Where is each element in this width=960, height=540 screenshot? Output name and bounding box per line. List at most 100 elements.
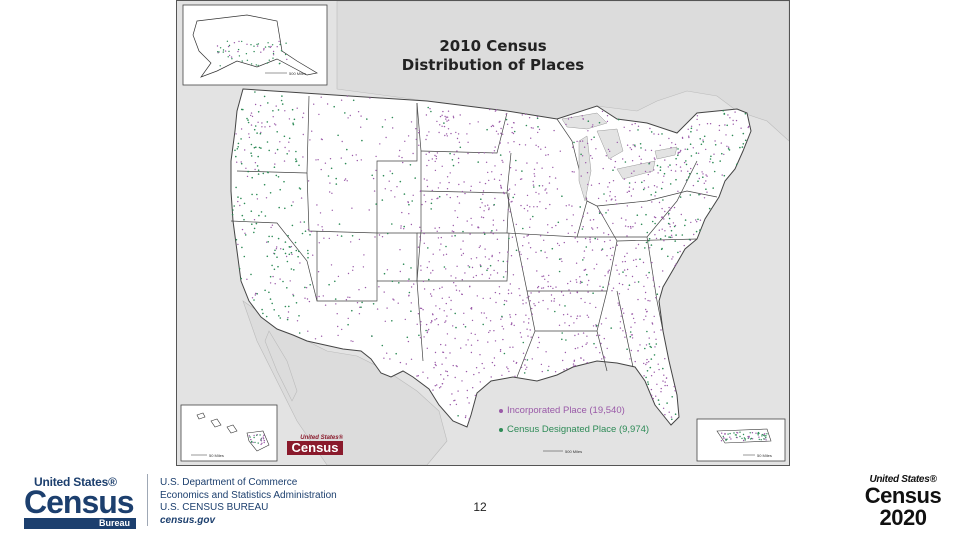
incorporated-place-dot	[477, 339, 479, 342]
inset-place-dot	[720, 440, 723, 442]
incorporated-place-dot	[441, 363, 443, 365]
incorporated-place-dot	[463, 312, 465, 314]
cdp-dot	[648, 162, 650, 165]
cdp-dot	[728, 149, 731, 151]
incorporated-place-dot	[679, 151, 681, 154]
incorporated-place-dot	[589, 237, 591, 239]
incorporated-place-dot	[621, 261, 624, 263]
census-website-link[interactable]: census.gov	[160, 514, 216, 526]
inset-place-dot	[257, 442, 259, 444]
incorporated-place-dot	[612, 222, 614, 225]
incorporated-place-dot	[653, 133, 655, 135]
incorporated-place-dot	[530, 137, 532, 139]
incorporated-place-dot	[375, 155, 377, 158]
cdp-dot	[418, 334, 420, 337]
incorporated-place-dot	[574, 231, 576, 234]
incorporated-place-dot	[626, 144, 629, 146]
incorporated-place-dot	[541, 275, 543, 278]
incorporated-place-dot	[469, 285, 471, 287]
incorporated-place-dot	[434, 319, 436, 321]
incorporated-place-dot	[658, 201, 661, 204]
incorporated-place-dot	[420, 269, 422, 271]
incorporated-place-dot	[647, 277, 649, 279]
incorporated-place-dot	[251, 297, 254, 299]
cdp-dot	[290, 268, 293, 270]
incorporated-place-dot	[320, 335, 323, 337]
incorporated-place-dot	[601, 214, 604, 216]
inset-place-dot	[255, 64, 257, 66]
incorporated-place-dot	[482, 297, 484, 300]
cdp-dot	[283, 135, 286, 138]
incorporated-place-dot	[426, 331, 428, 334]
cdp-dot	[275, 174, 278, 177]
incorporated-place-dot	[434, 227, 436, 229]
cdp-dot	[254, 125, 257, 127]
incorporated-place-dot	[494, 197, 496, 200]
cdp-dot	[659, 166, 662, 168]
incorporated-place-dot	[279, 278, 281, 280]
cdp-dot	[634, 144, 636, 146]
incorporated-place-dot	[596, 238, 599, 240]
incorporated-place-dot	[631, 334, 634, 336]
incorporated-place-dot	[511, 322, 513, 324]
incorporated-place-dot	[451, 230, 453, 232]
cdp-dot	[671, 418, 673, 421]
incorporated-place-dot	[652, 277, 654, 279]
incorporated-place-dot	[621, 283, 624, 286]
cdp-dot	[603, 193, 605, 195]
incorporated-place-dot	[552, 166, 554, 169]
incorporated-place-dot	[634, 222, 636, 224]
incorporated-place-dot	[431, 189, 433, 192]
incorporated-place-dot	[269, 282, 272, 284]
inset-place-dot	[231, 58, 233, 60]
incorporated-place-dot	[748, 125, 750, 128]
incorporated-place-dot	[426, 266, 428, 269]
incorporated-place-dot	[462, 240, 464, 242]
cdp-dot	[612, 169, 614, 171]
incorporated-place-dot	[464, 416, 467, 419]
inset-place-dot	[262, 438, 265, 440]
incorporated-place-dot	[681, 136, 684, 139]
cdp-dot	[669, 236, 672, 239]
inset-place-dot	[761, 433, 763, 436]
incorporated-place-dot	[547, 308, 549, 310]
incorporated-place-dot	[444, 321, 446, 323]
incorporated-place-dot	[526, 366, 528, 368]
incorporated-place-dot	[606, 255, 608, 257]
incorporated-place-dot	[350, 241, 352, 243]
incorporated-place-dot	[690, 221, 692, 224]
incorporated-place-dot	[525, 368, 527, 370]
incorporated-place-dot	[426, 185, 429, 188]
cdp-dot	[266, 141, 269, 143]
cdp-dot	[297, 255, 299, 258]
incorporated-place-dot	[378, 286, 380, 288]
cdp-dot	[281, 103, 284, 105]
incorporated-place-dot	[664, 414, 666, 416]
incorporated-place-dot	[635, 258, 637, 261]
incorporated-place-dot	[582, 215, 584, 218]
incorporated-place-dot	[456, 196, 459, 198]
incorporated-place-dot	[577, 347, 579, 349]
cdp-dot	[409, 164, 412, 166]
incorporated-place-dot	[528, 242, 530, 244]
incorporated-place-dot	[431, 313, 434, 315]
incorporated-place-dot	[567, 118, 570, 120]
incorporated-place-dot	[510, 323, 512, 326]
incorporated-place-dot	[283, 160, 286, 162]
incorporated-place-dot	[476, 295, 478, 297]
incorporated-place-dot	[396, 186, 398, 188]
incorporated-place-dot	[420, 230, 423, 232]
cdp-dot	[279, 317, 282, 319]
incorporated-place-dot	[493, 178, 496, 180]
incorporated-place-dot	[677, 190, 679, 192]
inset-place-dot	[222, 51, 224, 53]
incorporated-place-dot	[582, 226, 584, 228]
cdp-dot	[298, 332, 301, 334]
incorporated-place-dot	[665, 377, 668, 379]
incorporated-place-dot	[446, 315, 448, 317]
incorporated-place-dot	[606, 347, 608, 350]
inset-place-dot	[735, 434, 737, 436]
incorporated-place-dot	[237, 200, 239, 203]
cdp-dot	[276, 131, 278, 133]
cdp-dot	[260, 211, 263, 213]
